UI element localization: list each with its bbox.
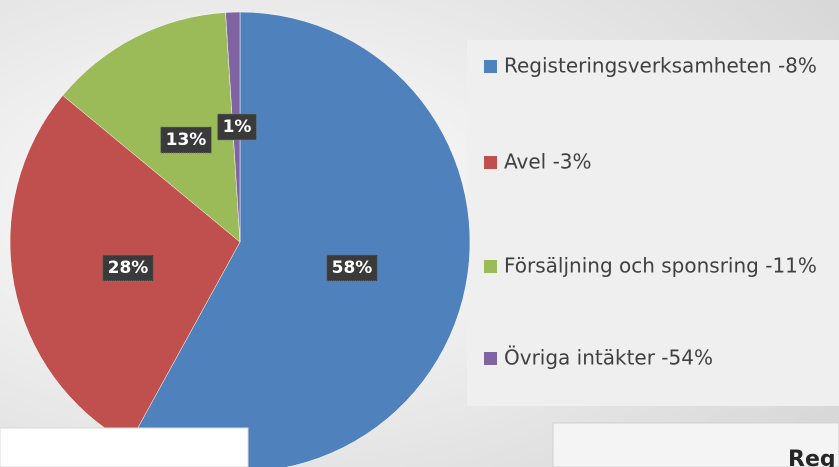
legend-box — [467, 40, 839, 406]
legend-swatch — [484, 156, 497, 169]
footer-text: Reg — [788, 447, 836, 467]
data-label-box — [160, 126, 212, 154]
legend-swatch — [484, 352, 497, 365]
data-label-box — [326, 254, 378, 282]
pie-slice — [62, 12, 241, 243]
data-label: 13% — [166, 130, 207, 150]
data-label-box — [217, 113, 257, 141]
legend-swatch — [484, 260, 497, 273]
legend-label: Försäljning och sponsring -11% — [504, 254, 817, 278]
pie-slice — [128, 11, 471, 467]
legend-label: Övriga intäkter -54% — [504, 346, 713, 370]
legend-swatch — [484, 60, 497, 73]
legend-label: Registeringsverksamheten -8% — [504, 54, 817, 78]
data-label: 1% — [223, 117, 252, 137]
data-label: 28% — [108, 258, 149, 278]
pie — [9, 11, 471, 467]
data-label: 58% — [332, 258, 373, 278]
legend-label: Avel -3% — [504, 150, 592, 174]
data-label-box — [102, 254, 154, 282]
bottom-panel — [0, 427, 249, 467]
bottom-right-panel — [552, 422, 839, 467]
